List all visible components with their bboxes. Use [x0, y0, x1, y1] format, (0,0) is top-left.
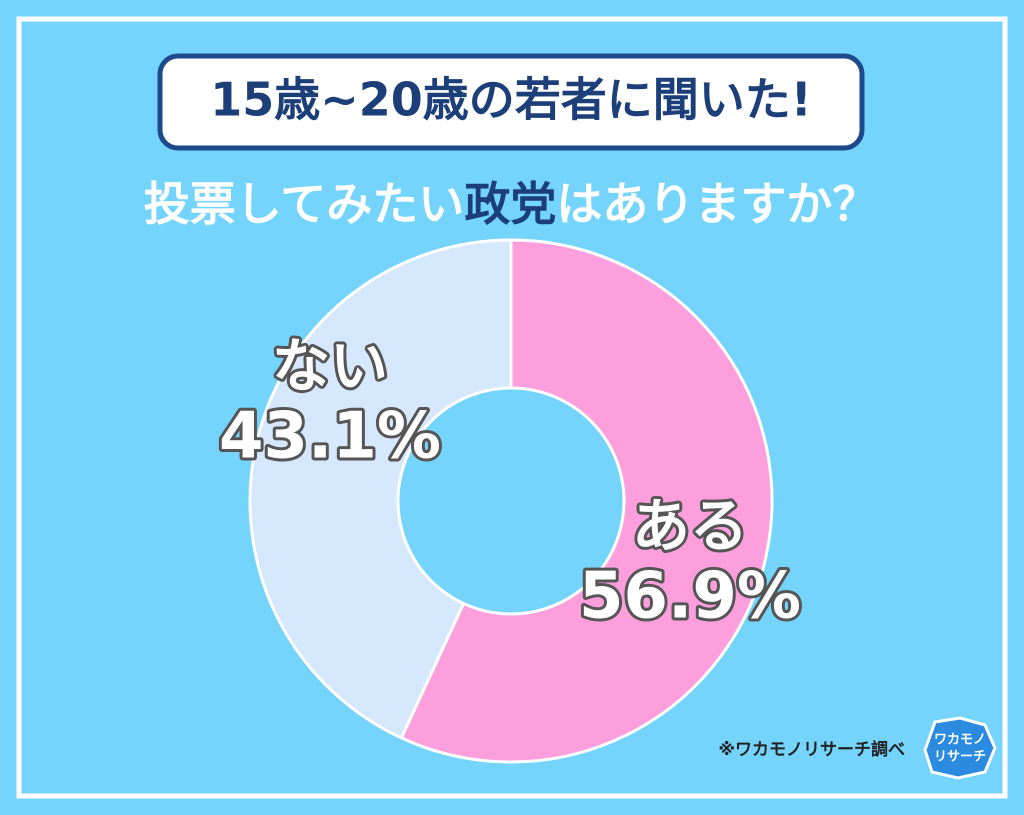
logo-text: リサーチ: [934, 750, 986, 765]
chart-subtitle: 投票してみたい政党はありますか？: [144, 177, 879, 231]
value-label: 56.9%: [579, 560, 801, 634]
logo-text: ワカモノ: [934, 733, 986, 748]
slice-label: ない: [272, 332, 388, 400]
subtitle-highlight: 政党: [464, 177, 556, 231]
subtitle-part: はありますか？: [556, 177, 878, 231]
logo-badge: [923, 716, 997, 780]
slice-label: ある: [632, 492, 748, 560]
frame: [16, 16, 1008, 799]
donut: [248, 238, 774, 764]
logo: ワカモノ リサーチ: [923, 716, 997, 780]
title-box: [157, 53, 865, 151]
subtitle-part: 投票してみたい: [144, 177, 465, 231]
source-note: ※ワカモノリサーチ調べ: [718, 739, 905, 760]
slice: [399, 238, 774, 764]
chart-title: 15歳~20歳の若者に聞いた!: [210, 73, 812, 127]
value-label: 43.1%: [219, 400, 441, 474]
slice: [248, 238, 513, 740]
